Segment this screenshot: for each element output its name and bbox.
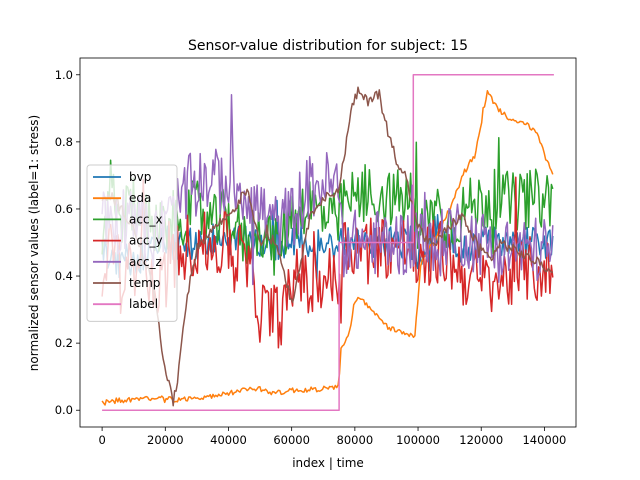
legend-label-bvp: bvp — [129, 170, 151, 184]
y-tick-label: 0.6 — [55, 202, 73, 216]
legend-label-acc-z: acc_z — [129, 255, 162, 269]
y-tick-label: 0.0 — [55, 403, 73, 417]
y-tick-label: 0.8 — [55, 135, 73, 149]
x-tick-label: 140000 — [522, 433, 566, 447]
x-axis-label: index | time — [292, 456, 364, 470]
series-line-temp — [101, 86, 554, 407]
legend-label-acc-x: acc_x — [129, 212, 163, 226]
y-tick-label: 0.4 — [55, 269, 73, 283]
series-line-label — [102, 74, 554, 411]
y-tick-label: 1.0 — [55, 68, 73, 82]
series-line-eda — [101, 90, 554, 406]
x-axis-ticks: 0 20000 40000 60000 80000 100000 120000 140000 — [98, 427, 566, 447]
x-tick-label: 0 — [98, 433, 105, 447]
x-tick-label: 60000 — [273, 433, 310, 447]
x-tick-label: 20000 — [147, 433, 184, 447]
legend-label-label: label — [129, 297, 158, 311]
legend-label-eda: eda — [129, 191, 151, 205]
y-tick-label: 0.2 — [55, 336, 73, 350]
plot-frame — [79, 57, 577, 428]
y-axis-ticks: 0.0 0.2 0.4 0.6 0.8 1.0 — [55, 68, 80, 417]
legend-label-acc-y: acc_y — [129, 234, 163, 248]
x-tick-label: 120000 — [459, 433, 503, 447]
y-axis-label: normalized sensor values (label=1: stres… — [27, 115, 41, 371]
x-tick-label: 100000 — [396, 433, 440, 447]
legend-label-temp: temp — [129, 276, 160, 290]
x-tick-label: 40000 — [210, 433, 247, 447]
chart-title: Sensor-value distribution for subject: 1… — [188, 38, 468, 54]
x-tick-label: 80000 — [337, 433, 374, 447]
